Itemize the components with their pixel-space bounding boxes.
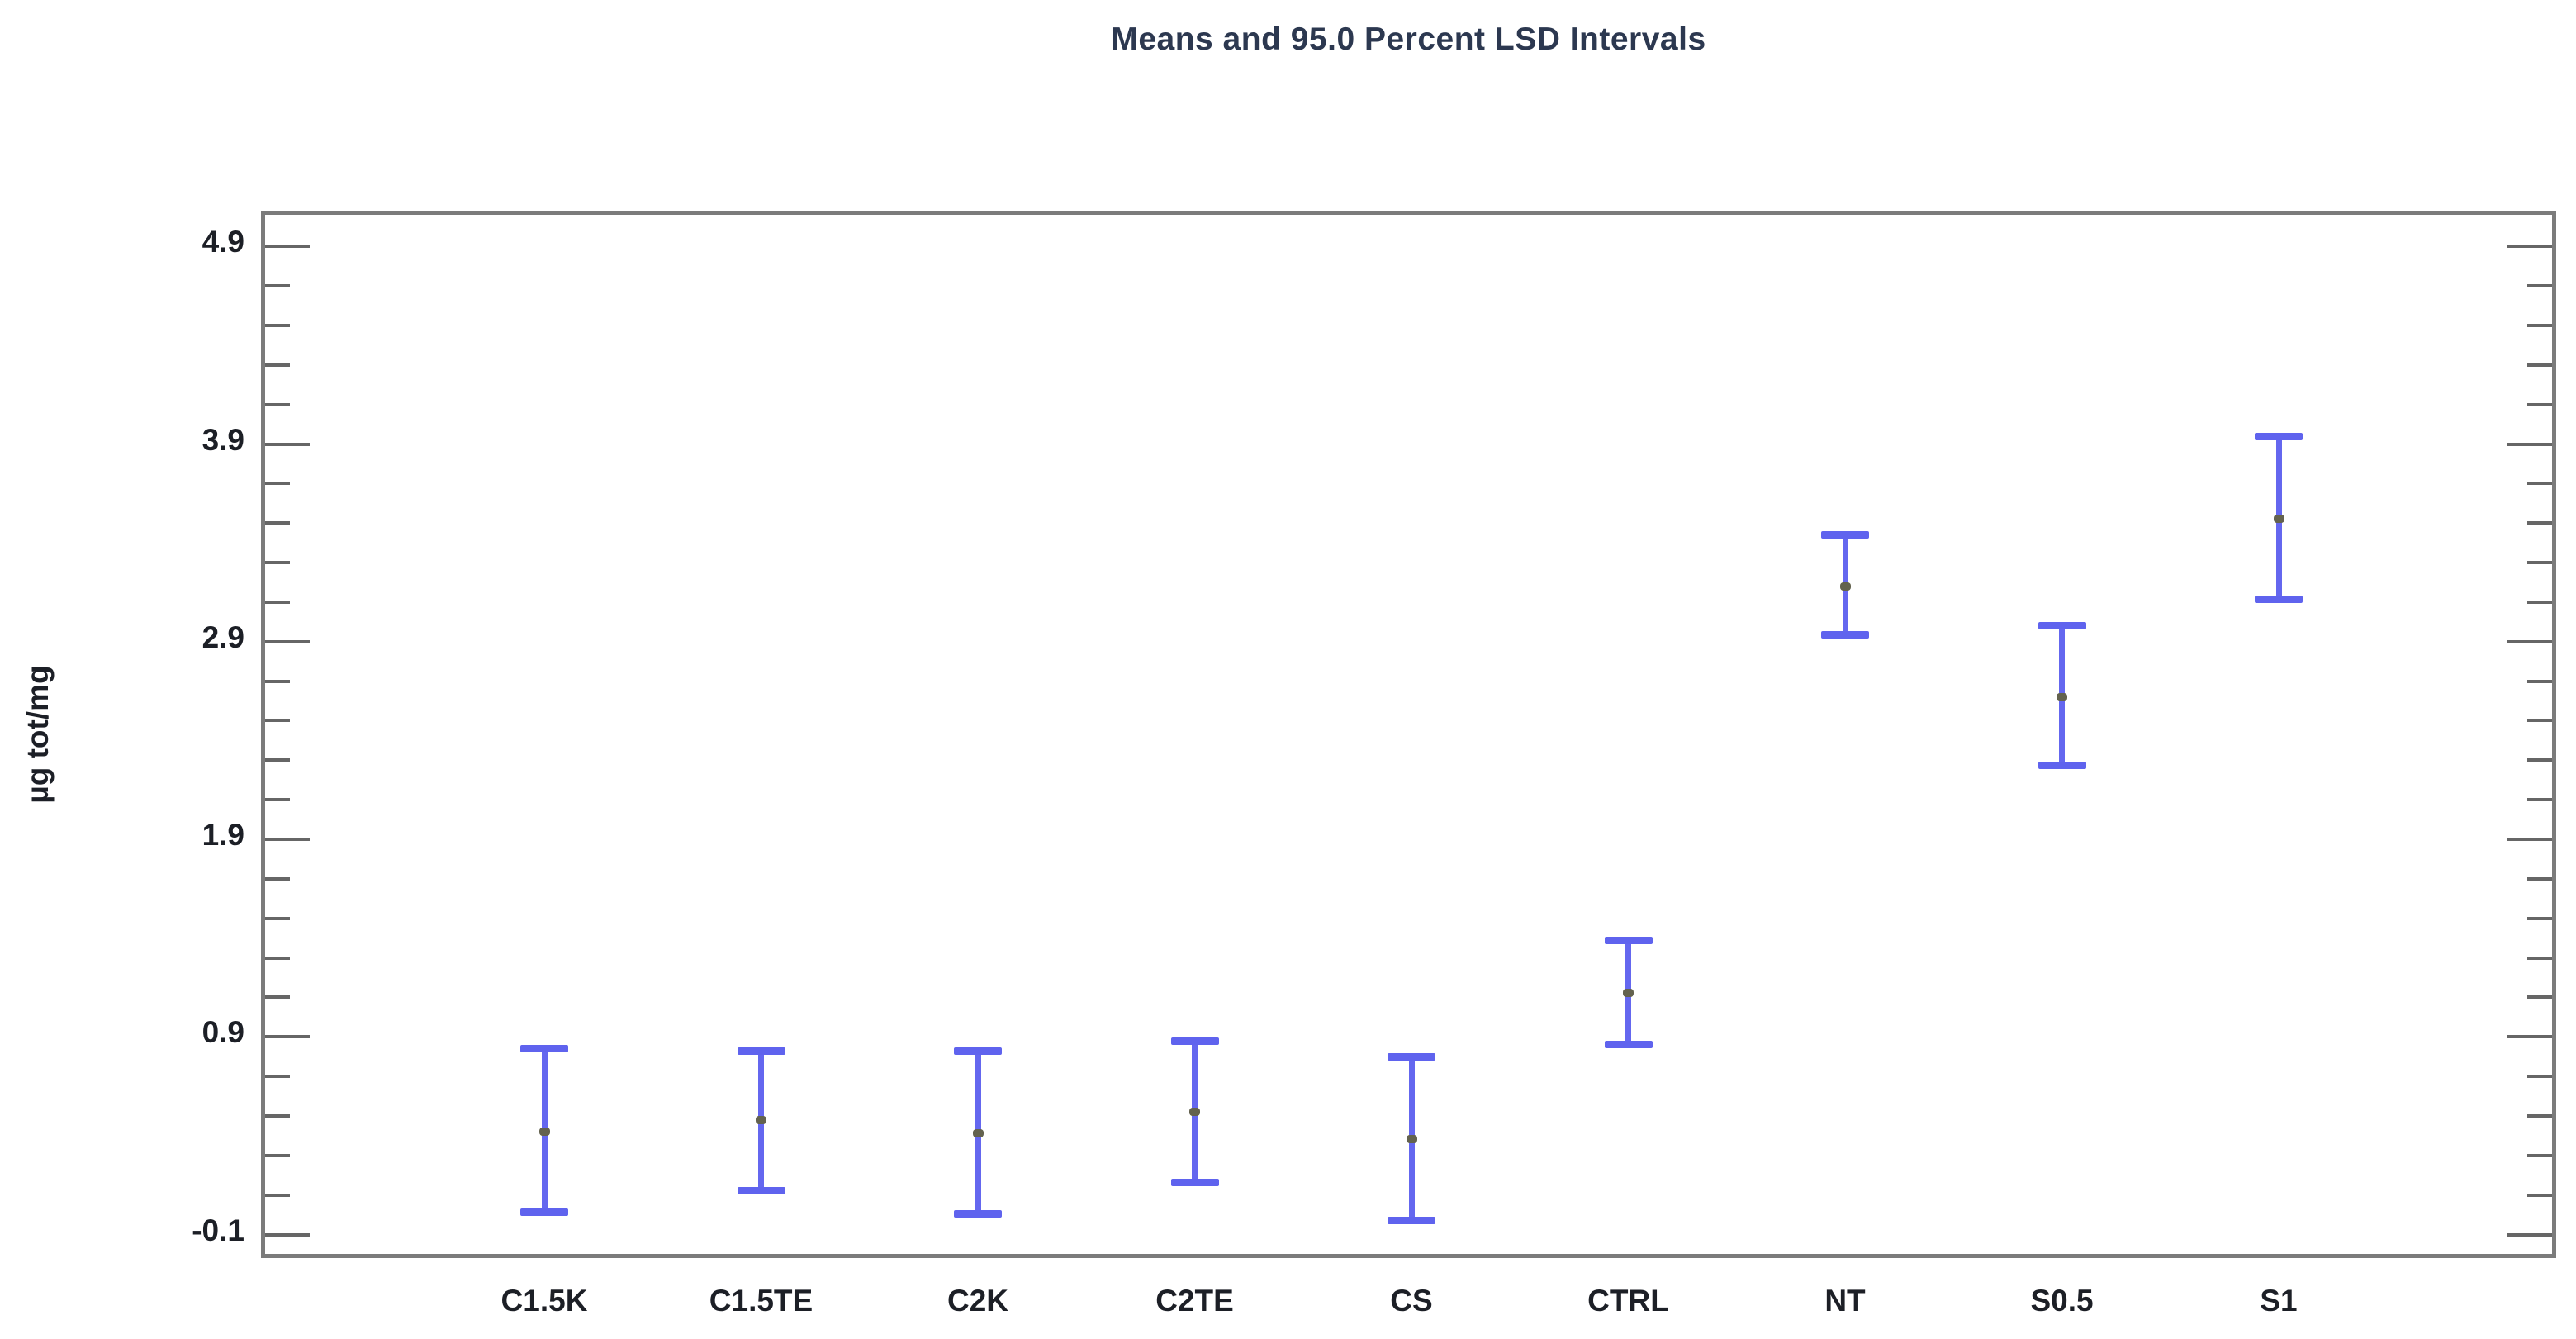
y-minor-tick-left xyxy=(265,876,290,881)
y-minor-tick-right xyxy=(2527,798,2552,802)
y-minor-tick-right xyxy=(2527,876,2552,881)
y-minor-tick-right xyxy=(2527,679,2552,683)
lsd-interval-cap-bottom xyxy=(2255,596,2303,604)
x-category-label: CS xyxy=(1390,1284,1433,1318)
y-minor-tick-left xyxy=(265,798,290,802)
mean-marker xyxy=(1839,582,1851,591)
y-major-tick-left xyxy=(265,245,310,249)
x-category-label: CTRL xyxy=(1587,1284,1669,1318)
y-minor-tick-right xyxy=(2527,916,2552,920)
lsd-interval-cap-bottom xyxy=(954,1210,1002,1218)
lsd-interval-cap-bottom xyxy=(1821,631,1869,639)
y-minor-tick-left xyxy=(265,402,290,406)
lsd-interval-cap-top xyxy=(2255,432,2303,440)
y-minor-tick-right xyxy=(2527,363,2552,367)
mean-marker xyxy=(1189,1107,1200,1116)
y-minor-tick-left xyxy=(265,323,290,327)
mean-marker xyxy=(756,1115,766,1124)
y-minor-tick-right xyxy=(2527,1153,2552,1157)
y-minor-tick-right xyxy=(2527,284,2552,288)
y-tick-label: 3.9 xyxy=(202,422,244,457)
y-minor-tick-right xyxy=(2527,956,2552,960)
lsd-interval-cap-top xyxy=(1821,531,1869,539)
y-minor-tick-right xyxy=(2527,521,2552,525)
lsd-interval-cap-bottom xyxy=(520,1208,568,1216)
y-minor-tick-left xyxy=(265,1075,290,1079)
y-minor-tick-left xyxy=(265,521,290,525)
mean-marker xyxy=(1406,1135,1417,1144)
y-tick-label: -0.1 xyxy=(192,1213,244,1247)
x-category-label: C2TE xyxy=(1155,1284,1234,1318)
y-major-tick-left xyxy=(265,838,310,841)
chart-title: Means and 95.0 Percent LSD Intervals xyxy=(1111,21,1706,57)
y-minor-tick-right xyxy=(2527,482,2552,486)
y-major-tick-left xyxy=(265,1035,310,1039)
lsd-interval-cap-top xyxy=(954,1047,1002,1055)
y-minor-tick-left xyxy=(265,600,290,604)
lsd-interval-cap-bottom xyxy=(2038,762,2086,770)
lsd-interval-cap-bottom xyxy=(737,1186,785,1194)
lsd-interval-cap-bottom xyxy=(1388,1216,1435,1224)
y-major-tick-left xyxy=(265,442,310,446)
y-minor-tick-right xyxy=(2527,1075,2552,1079)
y-minor-tick-left xyxy=(265,1193,290,1197)
y-minor-tick-right xyxy=(2527,1193,2552,1197)
lsd-interval-cap-bottom xyxy=(1604,1040,1653,1048)
y-axis-title: µg tot/mg xyxy=(21,665,55,804)
y-minor-tick-right xyxy=(2527,719,2552,723)
y-minor-tick-left xyxy=(265,1113,290,1118)
y-minor-tick-right xyxy=(2527,1113,2552,1118)
y-minor-tick-left xyxy=(265,482,290,486)
mean-marker xyxy=(972,1129,984,1138)
y-minor-tick-left xyxy=(265,561,290,565)
x-category-label: S0.5 xyxy=(2030,1284,2094,1318)
lsd-interval-cap-top xyxy=(737,1047,785,1055)
y-major-tick-left xyxy=(265,1232,310,1237)
y-minor-tick-left xyxy=(265,1153,290,1157)
y-minor-tick-left xyxy=(265,284,290,288)
mean-marker xyxy=(2273,515,2284,524)
y-minor-tick-left xyxy=(265,679,290,683)
y-minor-tick-right xyxy=(2527,561,2552,565)
lsd-interval-cap-bottom xyxy=(1170,1179,1219,1187)
y-major-tick-right xyxy=(2507,639,2552,643)
y-major-tick-left xyxy=(265,639,310,643)
x-category-label: C1.5K xyxy=(500,1284,588,1318)
y-major-tick-right xyxy=(2507,1232,2552,1237)
y-minor-tick-left xyxy=(265,995,290,1000)
x-category-label: C1.5TE xyxy=(709,1284,814,1318)
y-minor-tick-right xyxy=(2527,323,2552,327)
lsd-interval-cap-top xyxy=(2038,622,2086,630)
lsd-interval-cap-top xyxy=(1388,1052,1435,1061)
y-tick-label: 0.9 xyxy=(202,1015,244,1050)
y-minor-tick-left xyxy=(265,363,290,367)
y-major-tick-right xyxy=(2507,245,2552,249)
x-category-label: C2K xyxy=(946,1284,1009,1318)
y-major-tick-right xyxy=(2507,838,2552,841)
y-minor-tick-right xyxy=(2527,995,2552,1000)
y-minor-tick-left xyxy=(265,956,290,960)
y-major-tick-right xyxy=(2507,442,2552,446)
y-major-tick-right xyxy=(2507,1035,2552,1039)
x-category-label: NT xyxy=(1824,1284,1866,1318)
y-tick-label: 4.9 xyxy=(202,225,244,259)
mean-marker xyxy=(538,1127,550,1136)
mean-marker xyxy=(1623,989,1634,998)
lsd-interval-cap-top xyxy=(1170,1037,1219,1045)
x-category-label: S1 xyxy=(2260,1284,2298,1318)
y-tick-label: 1.9 xyxy=(202,818,244,852)
y-tick-label: 2.9 xyxy=(202,620,244,654)
y-minor-tick-right xyxy=(2527,758,2552,762)
y-minor-tick-right xyxy=(2527,600,2552,604)
lsd-interval-cap-top xyxy=(520,1045,568,1053)
mean-marker xyxy=(2057,692,2067,701)
y-minor-tick-left xyxy=(265,916,290,920)
lsd-interval-cap-top xyxy=(1604,936,1653,944)
y-minor-tick-left xyxy=(265,719,290,723)
y-minor-tick-left xyxy=(265,758,290,762)
y-minor-tick-right xyxy=(2527,402,2552,406)
